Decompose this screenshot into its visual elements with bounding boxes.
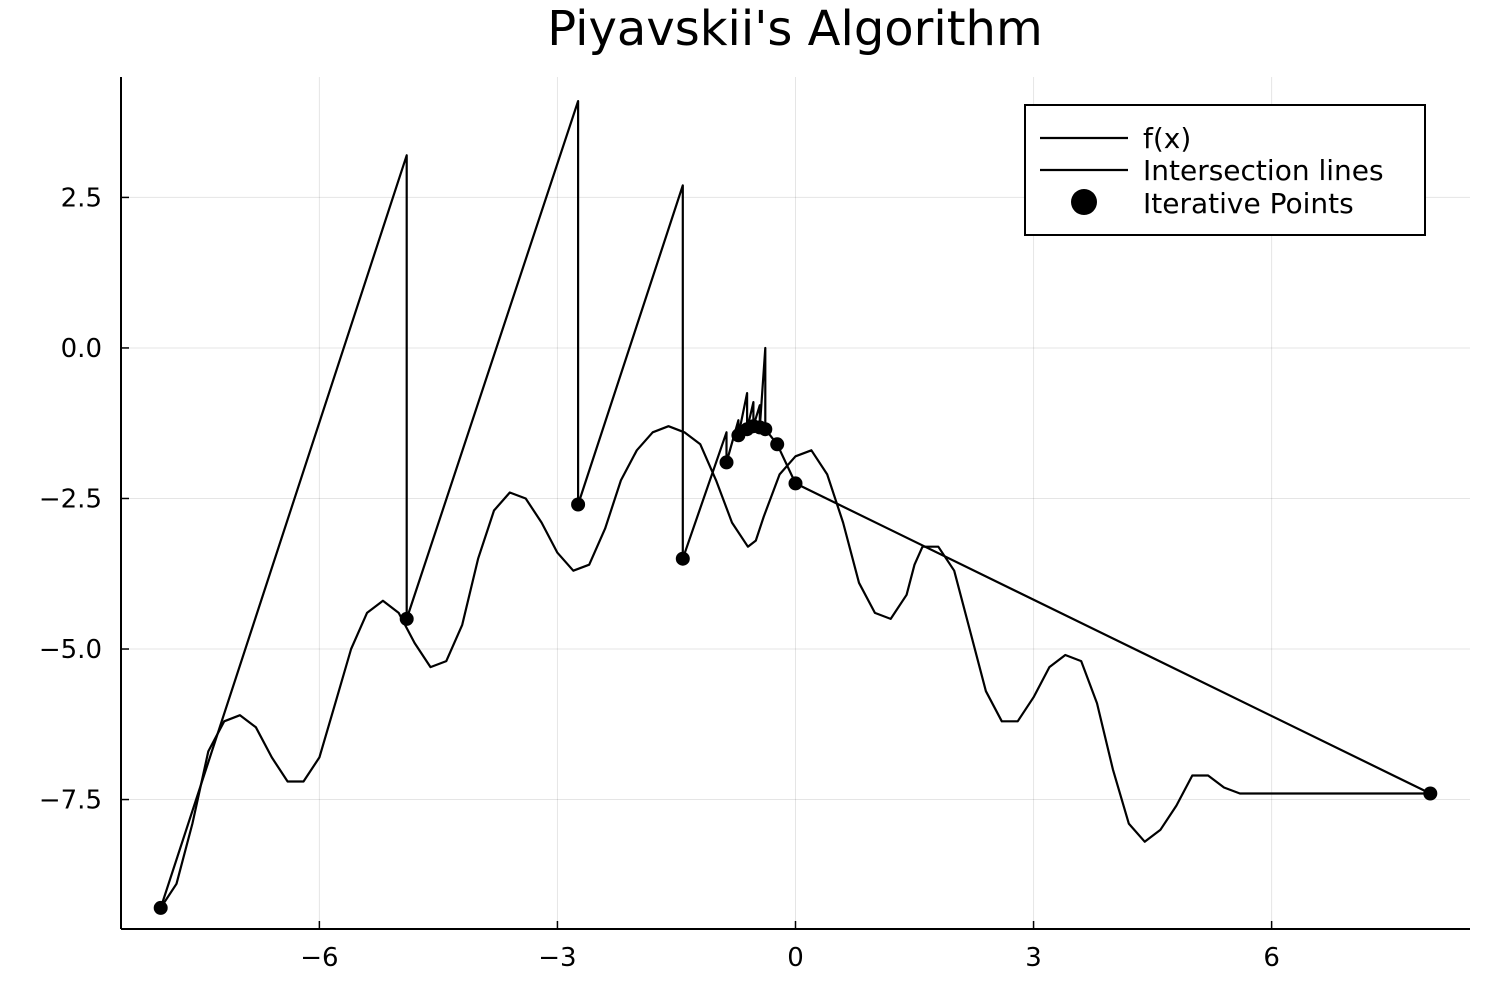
- iterative-point: [675, 551, 690, 566]
- grid: [121, 77, 1470, 929]
- iterative-point: [770, 437, 785, 452]
- x-tick-label: −6: [300, 943, 338, 973]
- legend: f(x) Intersection lines Iterative Points: [1024, 104, 1426, 236]
- ticks: −6 −3 0 3 6 2.5 0.0 −2.5 −5.0 −7.5: [39, 183, 1280, 973]
- x-tick-label: 0: [787, 943, 804, 973]
- y-tick-label: −7.5: [39, 786, 102, 816]
- iterative-point: [571, 497, 586, 512]
- iterative-point: [758, 422, 773, 437]
- series-line-f-x: [159, 425, 1431, 909]
- legend-swatch-points: [1071, 189, 1097, 215]
- y-tick-label: −5.0: [39, 635, 102, 665]
- legend-label-points: Iterative Points: [1143, 187, 1354, 220]
- iterative-point: [788, 476, 803, 491]
- y-tick-label: −2.5: [39, 484, 102, 514]
- x-tick-label: −3: [538, 943, 576, 973]
- y-tick-label: 0.0: [61, 334, 102, 364]
- x-tick-label: 6: [1263, 943, 1280, 973]
- series-line-intersection-lines: [159, 99, 1431, 909]
- iterative-point: [719, 455, 734, 470]
- legend-label-intersection: Intersection lines: [1143, 154, 1384, 187]
- y-tick-label: 2.5: [61, 183, 102, 213]
- legend-label-fx: f(x): [1143, 122, 1191, 155]
- chart-title: Piyavskii's Algorithm: [547, 1, 1042, 57]
- x-tick-label: 3: [1025, 943, 1042, 973]
- iterative-point: [1423, 786, 1438, 801]
- iterative-point: [399, 611, 414, 626]
- iterative-point: [153, 900, 168, 915]
- plot-area: [153, 99, 1438, 915]
